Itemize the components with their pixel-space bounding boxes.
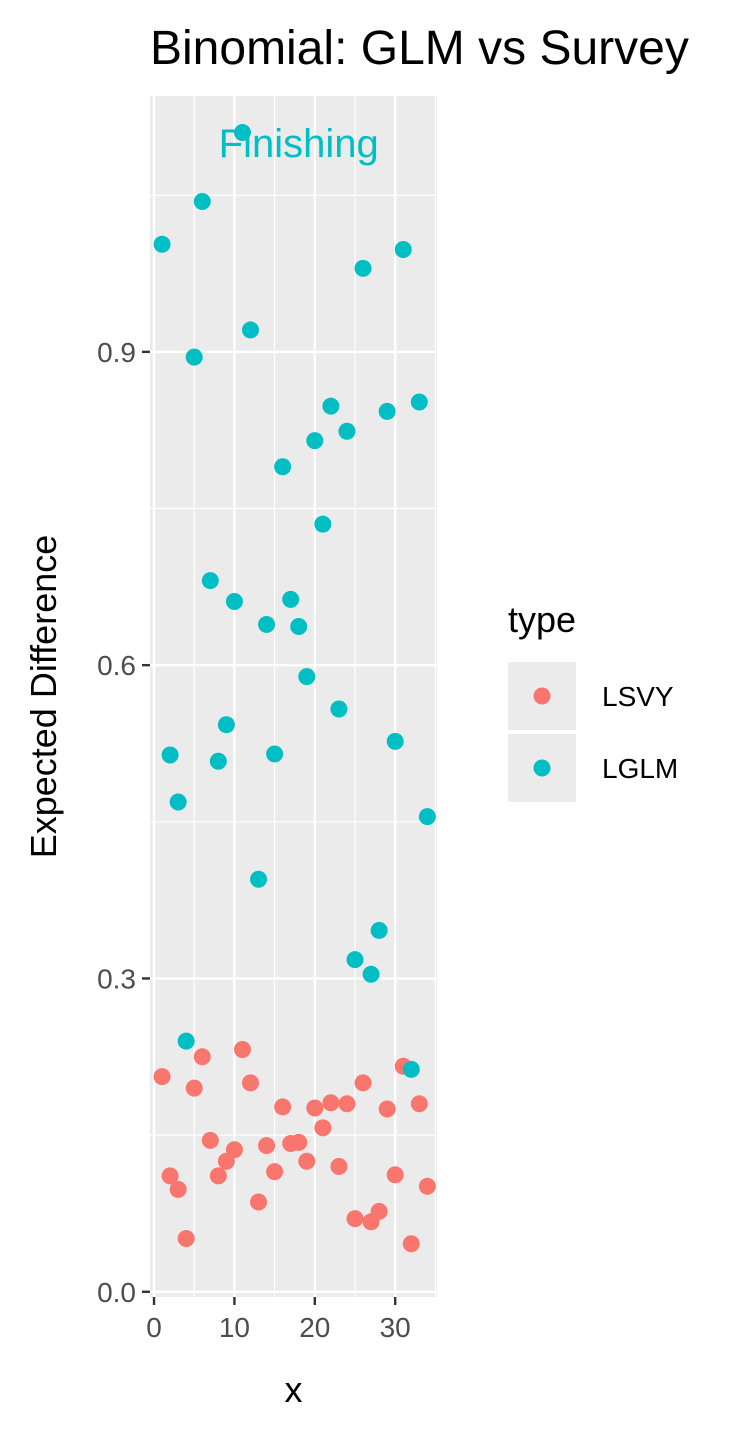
data-point-lglm <box>298 668 316 686</box>
legend-label-lglm: LGLM <box>602 753 678 784</box>
x-tick-label: 20 <box>299 1312 330 1343</box>
legend-marker-lglm <box>533 759 551 777</box>
legend: type LSVY LGLM <box>508 599 678 802</box>
data-point-lglm <box>225 592 243 610</box>
data-point-lsvy <box>354 1074 372 1092</box>
data-point-lglm <box>153 235 171 253</box>
data-point-lsvy <box>266 1163 284 1181</box>
legend-title: type <box>508 599 576 640</box>
data-point-lglm <box>402 1060 420 1078</box>
x-tick-label: 0 <box>146 1312 162 1343</box>
data-point-lglm <box>282 590 300 608</box>
data-point-lglm <box>322 397 340 415</box>
data-point-lsvy <box>386 1166 404 1184</box>
data-point-lsvy <box>241 1074 259 1092</box>
data-point-lglm <box>386 732 404 750</box>
data-point-lglm <box>290 618 308 636</box>
data-point-lglm <box>330 700 348 718</box>
x-tick-label: 30 <box>380 1312 411 1343</box>
grid-major <box>150 96 437 1297</box>
data-point-lglm <box>314 515 332 533</box>
axes: 0.0 0.3 0.6 0.9 0 10 20 30 <box>97 337 411 1343</box>
data-point-lglm <box>346 951 364 969</box>
chart-title: Binomial: GLM vs Survey <box>150 22 689 75</box>
data-point-lsvy <box>338 1095 356 1113</box>
data-point-lglm <box>209 752 227 770</box>
data-point-lsvy <box>298 1152 316 1170</box>
y-tick-label: 0.3 <box>97 963 136 994</box>
data-point-lsvy <box>233 1040 251 1058</box>
y-tick-label: 0.6 <box>97 650 136 681</box>
data-point-lsvy <box>378 1100 396 1118</box>
data-point-lsvy <box>258 1137 276 1155</box>
data-point-lglm <box>193 192 211 210</box>
data-point-lsvy <box>346 1210 364 1228</box>
data-point-lglm <box>201 572 219 590</box>
data-point-lsvy <box>274 1098 292 1116</box>
data-point-lsvy <box>161 1167 179 1185</box>
data-point-lsvy <box>410 1095 428 1113</box>
data-point-lsvy <box>225 1141 243 1159</box>
chart-annotation: Finishing <box>219 122 379 166</box>
y-tick-label: 0.9 <box>97 337 136 368</box>
data-point-lglm <box>418 808 436 826</box>
data-point-lsvy <box>185 1079 203 1097</box>
data-point-lglm <box>241 321 259 339</box>
x-tick-label: 10 <box>219 1312 250 1343</box>
data-point-lglm <box>233 124 251 142</box>
y-axis-title: Expected Difference <box>23 535 64 859</box>
data-point-lglm <box>250 870 268 888</box>
data-point-lglm <box>378 402 396 420</box>
data-point-lsvy <box>306 1099 324 1117</box>
data-point-lsvy <box>290 1133 308 1151</box>
plot-panel <box>150 96 437 1297</box>
data-point-lsvy <box>169 1180 187 1198</box>
data-point-lglm <box>161 746 179 764</box>
data-point-lsvy <box>330 1157 348 1175</box>
data-point-lglm <box>185 348 203 366</box>
data-point-lsvy <box>177 1230 195 1248</box>
data-point-lglm <box>394 241 412 259</box>
data-point-lglm <box>258 615 276 633</box>
data-point-lsvy <box>193 1048 211 1066</box>
data-points <box>153 124 436 1253</box>
data-point-lsvy <box>402 1235 420 1253</box>
data-point-lglm <box>410 393 428 411</box>
data-point-lsvy <box>153 1068 171 1086</box>
x-axis-title: x <box>285 1369 303 1410</box>
data-point-lglm <box>177 1032 195 1050</box>
legend-marker-lsvy <box>533 687 551 705</box>
data-point-lglm <box>266 745 284 763</box>
data-point-lsvy <box>418 1177 436 1195</box>
data-point-lglm <box>306 432 324 450</box>
y-tick-label: 0.0 <box>97 1277 136 1308</box>
data-point-lglm <box>362 965 380 983</box>
data-point-lsvy <box>250 1193 268 1211</box>
data-point-lglm <box>338 422 356 440</box>
data-point-lsvy <box>314 1119 332 1137</box>
data-point-lglm <box>274 458 292 476</box>
data-point-lsvy <box>201 1131 219 1149</box>
data-point-lsvy <box>209 1167 227 1185</box>
data-point-lglm <box>370 921 388 939</box>
grid-minor <box>113 96 437 1297</box>
data-point-lglm <box>217 716 235 734</box>
data-point-lglm <box>354 259 372 277</box>
data-point-lglm <box>169 793 187 811</box>
data-point-lsvy <box>322 1094 340 1112</box>
data-point-lsvy <box>370 1202 388 1220</box>
legend-label-lsvy: LSVY <box>602 681 674 712</box>
